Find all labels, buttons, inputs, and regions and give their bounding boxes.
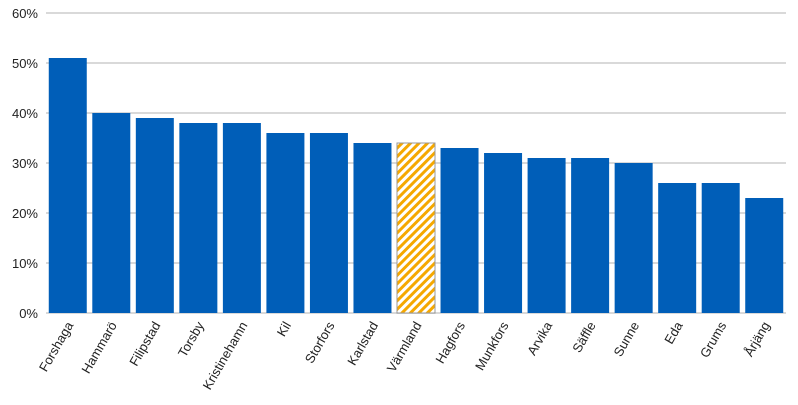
x-tick-label: Forshaga bbox=[36, 318, 77, 374]
bar-värmland bbox=[396, 142, 436, 314]
bar-arvika bbox=[527, 158, 566, 313]
y-tick-label: 10% bbox=[12, 256, 38, 271]
x-tick-label: Årjäng bbox=[741, 319, 773, 359]
x-tick-label: Kristinehamn bbox=[200, 319, 251, 392]
bar-säffle bbox=[571, 158, 610, 313]
x-tick-label: Torsby bbox=[175, 319, 207, 360]
bar-hagfors bbox=[440, 148, 479, 313]
bar-sunne bbox=[614, 163, 653, 313]
x-tick-label: Sunne bbox=[610, 319, 642, 359]
x-tick-label: Arvika bbox=[524, 318, 555, 357]
x-tick-label: Filipstad bbox=[126, 319, 163, 368]
bar-munkfors bbox=[484, 153, 523, 313]
bar-hammarö bbox=[92, 113, 131, 313]
y-tick-label: 40% bbox=[12, 106, 38, 121]
x-tick-label: Hagfors bbox=[432, 319, 468, 366]
bar-karlstad bbox=[353, 143, 392, 313]
y-tick-label: 50% bbox=[12, 56, 38, 71]
bar-kil bbox=[266, 133, 305, 313]
y-tick-label: 20% bbox=[12, 206, 38, 221]
bar-kristinehamn bbox=[222, 123, 261, 313]
x-tick-label: Eda bbox=[661, 318, 686, 346]
x-tick-label: Storfors bbox=[302, 319, 338, 366]
x-tick-label: Kil bbox=[274, 319, 294, 339]
bar-grums bbox=[701, 183, 740, 313]
bar-torsby bbox=[179, 123, 218, 313]
x-tick-label: Säffle bbox=[569, 319, 598, 355]
x-tick-label: Munkfors bbox=[472, 319, 512, 373]
bar-filipstad bbox=[135, 118, 174, 313]
y-tick-label: 0% bbox=[19, 306, 38, 321]
x-tick-label: Karlstad bbox=[344, 319, 381, 368]
bar-storfors bbox=[309, 133, 348, 313]
x-tick-label: Hammarö bbox=[78, 319, 120, 376]
bar-forshaga bbox=[48, 58, 87, 313]
x-tick-label: Grums bbox=[697, 319, 730, 361]
bar-eda bbox=[658, 183, 697, 313]
x-tick-label: Värmland bbox=[384, 319, 425, 375]
y-tick-label: 60% bbox=[12, 6, 38, 21]
y-tick-label: 30% bbox=[12, 156, 38, 171]
bar-årjäng bbox=[745, 198, 784, 313]
